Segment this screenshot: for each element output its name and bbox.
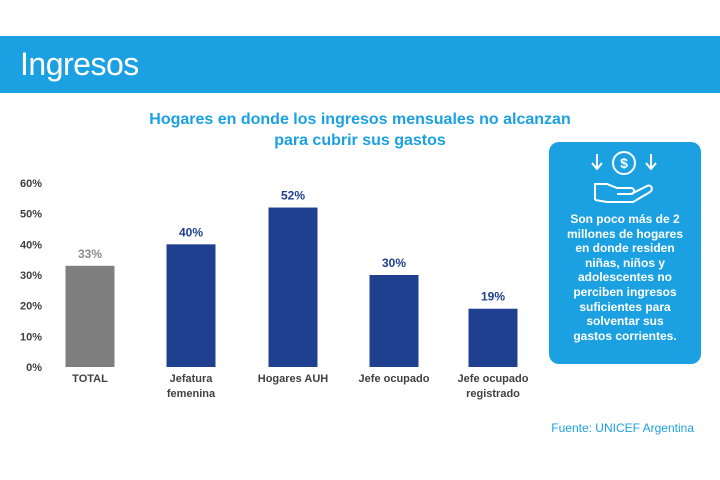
chart-title: Hogares en donde los ingresos mensuales … bbox=[130, 109, 590, 151]
svg-text:$: $ bbox=[620, 155, 628, 171]
hand-with-money-icon: $ bbox=[591, 151, 657, 203]
bar bbox=[65, 265, 115, 367]
x-tick-label: Jefe ocupado bbox=[458, 373, 529, 385]
y-tick-label: 30% bbox=[20, 270, 42, 282]
data-label: 52% bbox=[281, 189, 305, 203]
callout-line: solventar sus bbox=[586, 314, 664, 329]
y-tick-label: 0% bbox=[26, 362, 42, 374]
data-label: 30% bbox=[382, 256, 406, 270]
x-tick-label: registrado bbox=[466, 388, 520, 400]
y-tick-label: 60% bbox=[20, 178, 42, 190]
callout-line: en donde residen bbox=[575, 241, 675, 256]
x-tick-label: Jefe ocupado bbox=[359, 373, 430, 385]
bar bbox=[468, 308, 518, 367]
chart-title-line-2: para cubrir sus gastos bbox=[274, 132, 446, 149]
callout-line: perciben ingresos bbox=[573, 284, 677, 299]
x-tick-label: Jefatura bbox=[170, 373, 214, 385]
callout-text: Son poco más de 2 millones de hogares en… bbox=[559, 212, 691, 343]
source-note: Fuente: UNICEF Argentina bbox=[551, 421, 694, 435]
callout-line: gastos corrientes. bbox=[573, 328, 677, 343]
callout-line: Son poco más de 2 bbox=[570, 212, 680, 226]
callout-line: suficientes para bbox=[579, 299, 671, 314]
callout-line: adolescentes no bbox=[577, 270, 673, 285]
x-tick-label: femenina bbox=[167, 388, 216, 400]
data-label: 40% bbox=[179, 225, 203, 239]
x-tick-label: Hogares AUH bbox=[258, 373, 329, 385]
y-tick-label: 50% bbox=[20, 209, 42, 221]
y-tick-label: 10% bbox=[20, 331, 42, 343]
bar bbox=[268, 207, 318, 367]
data-label: 19% bbox=[481, 290, 505, 304]
y-tick-label: 40% bbox=[20, 239, 42, 251]
chart-title-line-1: Hogares en donde los ingresos mensuales … bbox=[149, 111, 571, 128]
data-label: 33% bbox=[78, 247, 102, 261]
header-band bbox=[0, 36, 720, 93]
callout-line: millones de hogares bbox=[566, 226, 684, 241]
page-title: Ingresos bbox=[20, 46, 139, 82]
bar bbox=[369, 275, 419, 367]
y-tick-label: 20% bbox=[20, 301, 42, 313]
x-tick-label: TOTAL bbox=[72, 373, 108, 385]
callout-line: niñas, niños y bbox=[584, 255, 665, 270]
bar bbox=[166, 244, 216, 367]
info-callout: $ Son poco más de 2 millones de hogares … bbox=[549, 142, 701, 364]
